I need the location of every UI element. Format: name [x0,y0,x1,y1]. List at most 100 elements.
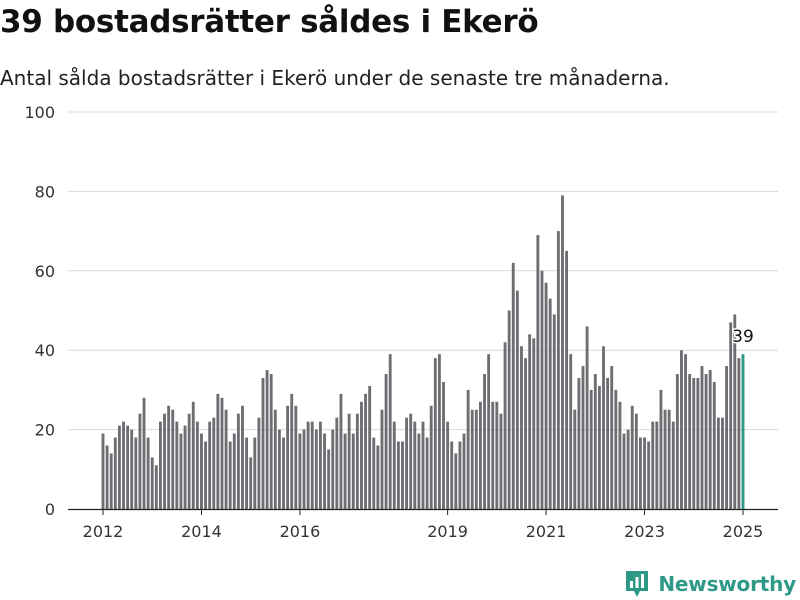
bar [450,441,454,509]
bar [183,425,187,509]
bar [692,377,696,509]
bar [179,433,183,509]
y-tick-label: 0 [45,500,55,519]
bar [634,413,638,509]
x-tick-label: 2025 [723,522,764,541]
bar [195,421,199,509]
bar [138,413,142,509]
bar [117,425,121,509]
bar [520,346,523,509]
bar [302,429,306,509]
newsworthy-logo[interactable]: Newsworthy [624,569,796,599]
bar [376,445,380,509]
bar [421,421,425,509]
bar [462,433,466,509]
bar [573,409,577,509]
x-tick-label: 2023 [624,522,665,541]
bar [442,381,445,509]
y-tick-label: 40 [35,341,55,360]
newsworthy-logo-icon [626,571,649,597]
bar [282,437,285,509]
grid-lines [68,111,778,431]
bar [380,409,384,509]
bar [540,270,544,509]
chart-subtitle: Antal sålda bostadsrätter i Ekerö under … [0,66,670,90]
bar [483,374,486,509]
bar [200,433,203,509]
bar [446,421,450,509]
bar [479,401,482,509]
bar [639,437,642,509]
bar [401,441,404,509]
bar [261,377,265,509]
bar [544,282,548,509]
bar [458,441,462,509]
bar [651,421,655,509]
bar [597,385,601,509]
bar [253,437,257,509]
bar [466,389,470,509]
bar [331,429,335,509]
bar [236,413,240,509]
bar [175,421,179,509]
bar [495,401,499,509]
y-tick-label: 80 [35,182,55,201]
bar [220,397,224,509]
bar [511,262,515,509]
bar [610,366,614,509]
bar [384,374,388,509]
last-value-label: 39 [732,327,754,347]
bar [704,374,708,509]
y-tick-label: 60 [35,262,55,281]
bar [606,377,610,509]
bar [109,453,113,509]
bar [721,417,724,509]
bar [392,421,396,509]
bar [737,358,741,509]
bar [413,421,417,509]
bar [150,457,154,509]
bar [507,310,511,509]
bar [454,453,458,509]
bar [532,338,536,509]
bar [163,413,166,509]
bar [622,433,626,509]
bar [372,437,376,509]
annotations: 39 [731,326,756,349]
bar [273,409,277,509]
bar [171,409,175,509]
bar [425,437,429,509]
bar-chart: 0 20 40 60 80 100 2012 2014 2016 2019 2021 2023 202… [24,103,778,541]
bar [409,413,413,509]
bar [355,413,359,509]
x-tick-label: 2012 [83,522,124,541]
bar [396,441,400,509]
bar [593,374,597,509]
brand-name: Newsworthy [658,572,796,596]
bar [663,409,667,509]
bar [716,417,720,509]
bar [680,350,683,509]
y-tick-label: 20 [35,421,55,440]
bar [561,195,564,509]
bar [725,366,729,509]
bar [589,389,593,509]
bar [515,290,519,509]
bar [618,401,622,509]
bar [417,433,421,509]
bar [241,405,244,509]
bar [294,405,298,509]
x-tick-label: 2014 [181,522,222,541]
bar [228,441,232,509]
bar [499,413,503,509]
bar [204,441,207,509]
bar [675,374,679,509]
bar [298,433,302,509]
bar [630,405,634,509]
y-axis-ticks: 0 20 40 60 80 100 [24,103,55,519]
bar [708,370,712,509]
bar [581,366,585,509]
bar [528,334,532,509]
bar [208,421,212,509]
bar [433,358,437,509]
